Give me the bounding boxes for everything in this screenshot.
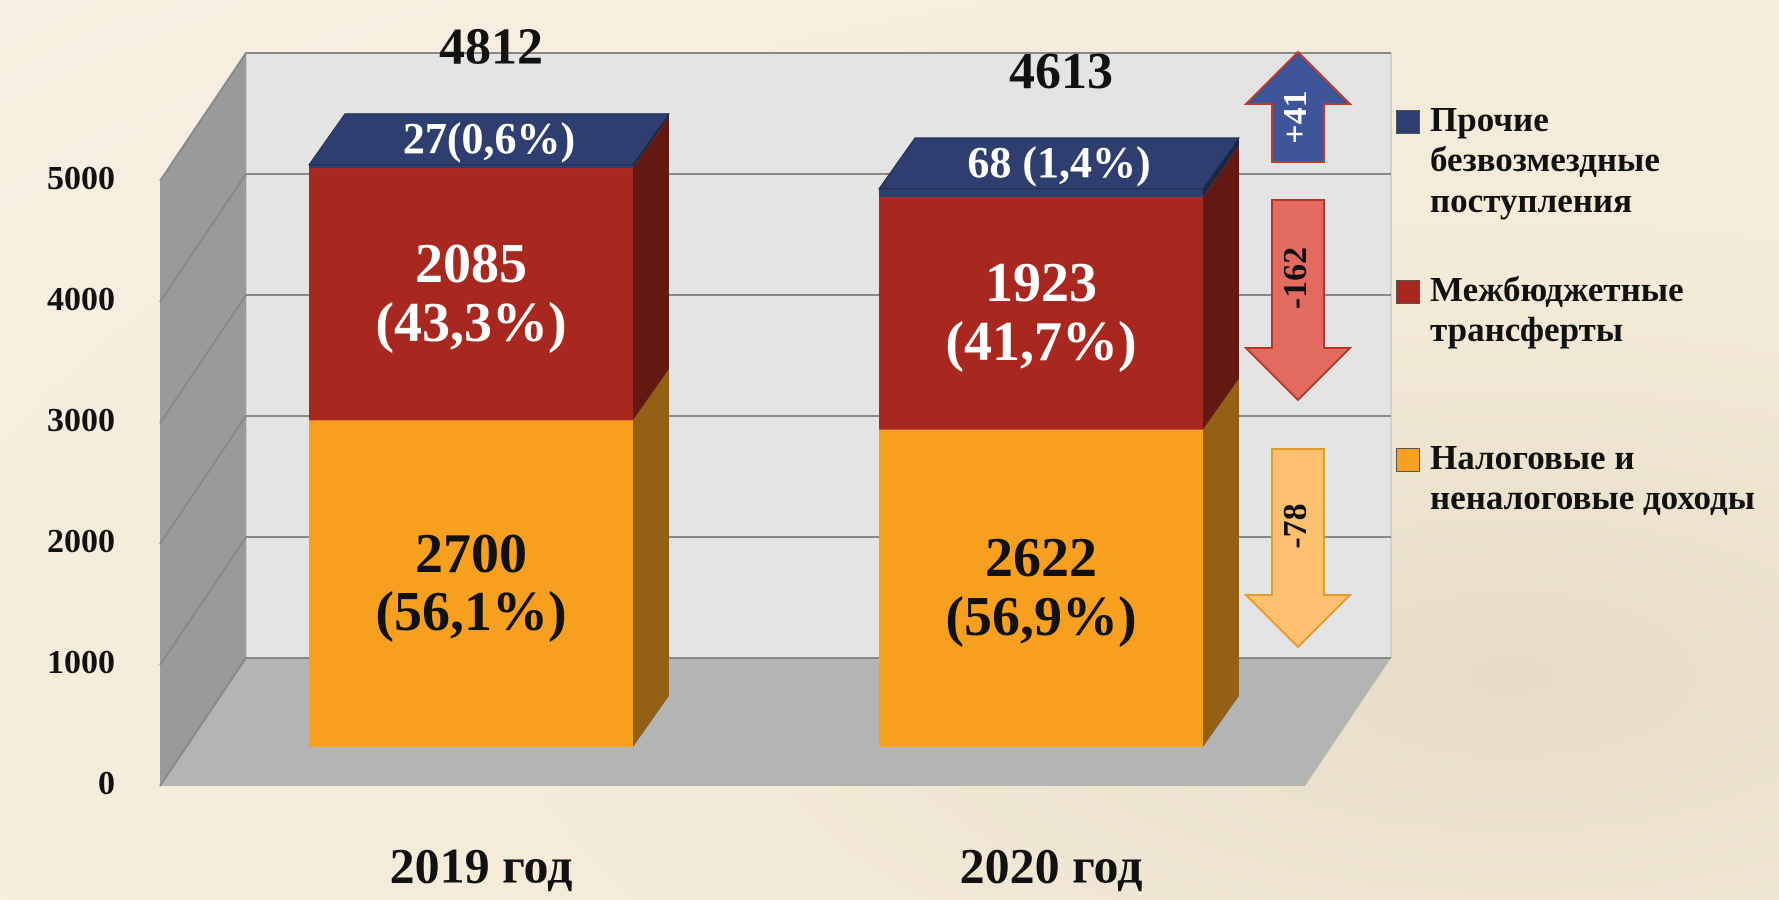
bar-side: [633, 369, 669, 747]
legend-item: Межбюджетные трансферты: [1430, 270, 1775, 351]
change-label: -162: [1277, 247, 1314, 309]
total-label: 4613: [1009, 43, 1113, 100]
y-tick-label: 0: [98, 765, 115, 802]
bar-side: [633, 117, 669, 420]
change-label: +41: [1277, 90, 1314, 143]
legend-swatch: [1396, 110, 1420, 134]
bar-side: [1203, 379, 1239, 747]
legend-item: Налоговые и неналоговые доходы: [1430, 438, 1775, 519]
y-tick-label: 1000: [47, 644, 115, 681]
y-tick-label: 3000: [47, 402, 115, 439]
page: 0 1000 2000 3000 4000 5000 4812 2019 год 4613 202…: [0, 0, 1779, 900]
total-label: 4812: [439, 19, 543, 76]
value-label: 27(0,6%): [339, 116, 639, 162]
value-label: 2700 (56,1%): [361, 525, 581, 643]
x-tick-label: 2019 год: [390, 837, 573, 893]
value-label: 2622 (56,9%): [931, 530, 1151, 648]
legend-swatch: [1396, 280, 1420, 304]
x-tick-label: 2020 год: [960, 837, 1143, 893]
value-label: 68 (1,4%): [909, 140, 1209, 186]
value-label: 2085 (43,3%): [361, 235, 581, 353]
change-label: -78: [1277, 503, 1314, 548]
bar: [879, 189, 1203, 197]
y-tick-label: 2000: [47, 523, 115, 560]
legend-swatch: [1396, 448, 1420, 472]
y-tick-label: 5000: [47, 160, 115, 197]
legend-label: Налоговые и неналоговые доходы: [1430, 438, 1755, 517]
legend-label: Прочие безвозмездные поступления: [1430, 100, 1660, 220]
y-tick-label: 4000: [47, 281, 115, 318]
legend-item: Прочие безвозмездные поступления: [1430, 100, 1775, 221]
value-label: 1923 (41,7%): [931, 255, 1151, 373]
legend-label: Межбюджетные трансферты: [1430, 270, 1684, 349]
